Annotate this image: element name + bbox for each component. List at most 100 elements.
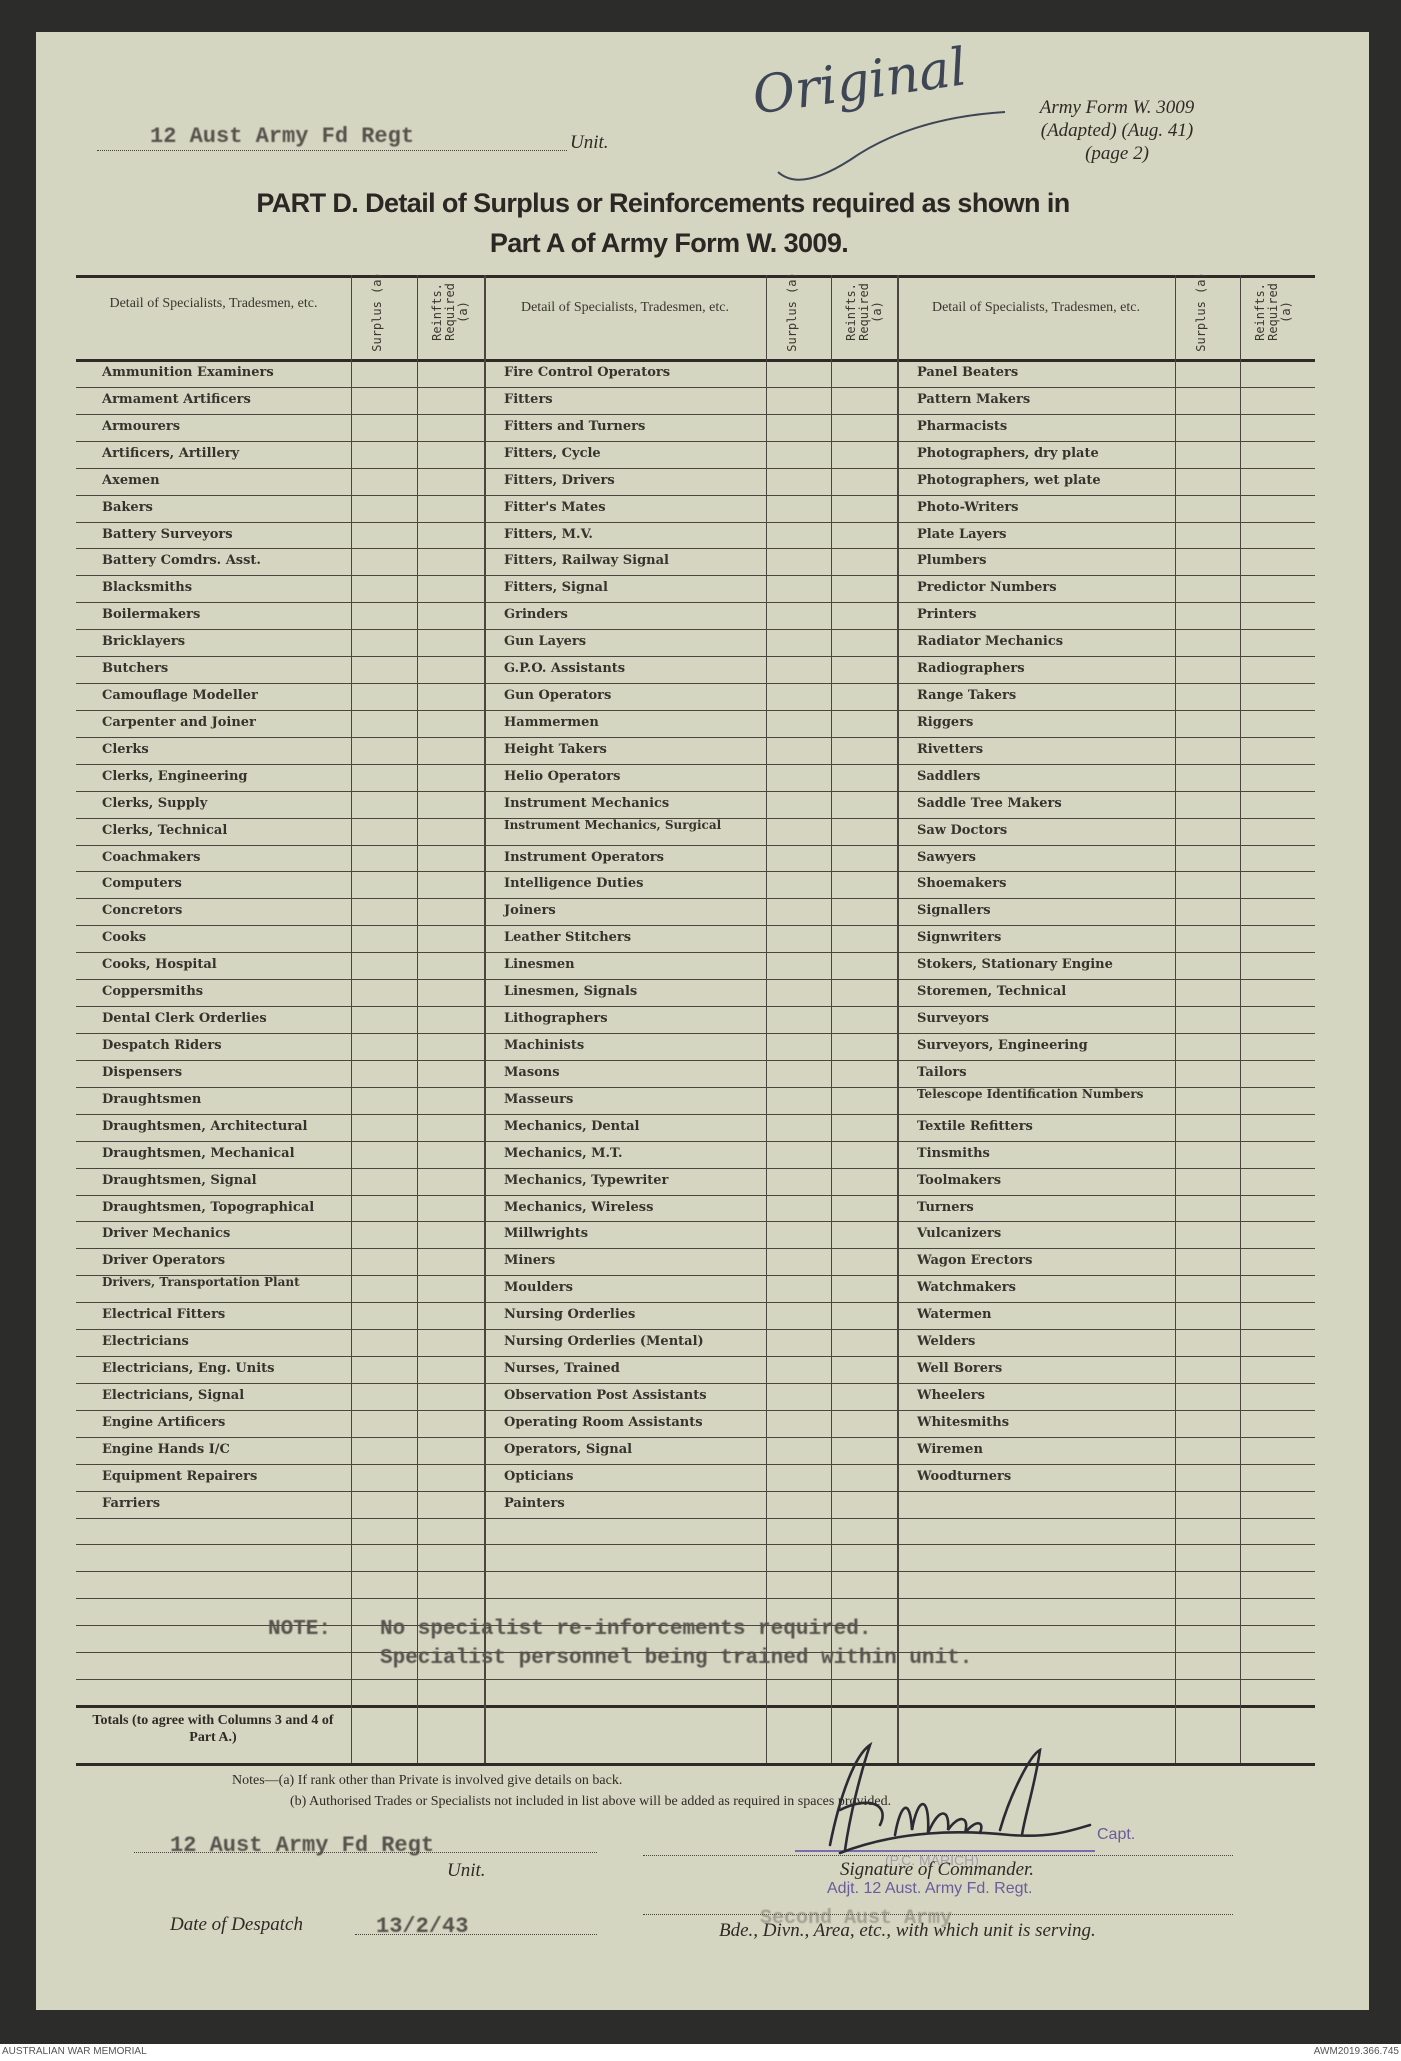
row-divider xyxy=(76,871,1315,872)
form-number: Army Form W. 3009 xyxy=(1039,97,1195,118)
row-divider xyxy=(76,979,1315,980)
trade-label: Miners xyxy=(504,1253,556,1268)
row-divider xyxy=(76,737,1315,738)
row-divider xyxy=(76,1410,1315,1411)
header-reinfts-required: Reinfts. Required (a) xyxy=(430,283,470,341)
trade-label: Fitters and Turners xyxy=(504,419,646,434)
header-detail: Detail of Specialists, Tradesmen, etc. xyxy=(520,300,730,315)
row-divider xyxy=(76,1329,1315,1330)
column-divider xyxy=(766,275,767,1763)
trade-label: Watchmakers xyxy=(917,1280,1016,1295)
row-divider xyxy=(76,683,1315,684)
column-divider xyxy=(484,275,486,1763)
trade-label: Draughtsmen, Architectural xyxy=(102,1119,308,1134)
trade-label: Dental Clerk Orderlies xyxy=(102,1011,267,1026)
header-surplus: Surplus (a) xyxy=(370,272,384,352)
trade-label: Range Takers xyxy=(917,688,1017,703)
trade-label: Observation Post Assistants xyxy=(504,1388,707,1403)
trade-label: Woodturners xyxy=(917,1469,1012,1484)
trade-label: Saw Doctors xyxy=(917,823,1008,838)
row-divider xyxy=(76,818,1315,819)
row-divider xyxy=(76,1518,1315,1519)
row-divider xyxy=(76,548,1315,549)
row-divider xyxy=(76,468,1315,469)
trade-label: Clerks xyxy=(102,742,149,757)
trade-label: Despatch Riders xyxy=(102,1038,222,1053)
trade-label: Masseurs xyxy=(504,1092,574,1107)
appointment-stamp: Adjt. 12 Aust. Army Fd. Regt. xyxy=(827,1880,1033,1897)
trade-label: Linesmen, Signals xyxy=(504,984,638,999)
trade-label: Surveyors xyxy=(917,1011,989,1026)
trade-label: Height Takers xyxy=(504,742,607,757)
trade-label: Whitesmiths xyxy=(917,1415,1010,1430)
column-divider xyxy=(1240,275,1241,1763)
row-divider xyxy=(76,791,1315,792)
trade-label: Fitters xyxy=(504,392,553,407)
trade-label: Battery Comdrs. Asst. xyxy=(102,553,261,568)
trade-label: Radiator Mechanics xyxy=(917,634,1064,649)
unit-value: 12 Aust Army Fd Regt xyxy=(150,124,415,149)
footer-unit-line xyxy=(134,1852,597,1853)
trade-label: Instrument Mechanics xyxy=(504,796,670,811)
trade-label: Opticians xyxy=(504,1469,574,1484)
page-subtitle: Part A of Army Form W. 3009. xyxy=(489,228,849,258)
row-divider xyxy=(76,710,1315,711)
trade-label: Millwrights xyxy=(504,1226,589,1241)
trade-label: Operating Room Assistants xyxy=(504,1415,703,1430)
trade-label: Pattern Makers xyxy=(917,392,1031,407)
footer-unit-value: 12 Aust Army Fd Regt xyxy=(170,1833,435,1858)
trade-label: Draughtsmen, Topographical xyxy=(102,1200,315,1215)
trade-label: Draughtsmen, Signal xyxy=(102,1173,257,1188)
trade-label: Clerks, Engineering xyxy=(102,769,248,784)
row-divider xyxy=(76,441,1315,442)
trade-label: Leather Stitchers xyxy=(504,930,632,945)
trade-label: Storemen, Technical xyxy=(917,984,1067,999)
trade-label: G.P.O. Assistants xyxy=(504,661,626,676)
trade-label: Helio Operators xyxy=(504,769,621,784)
row-divider xyxy=(76,1248,1315,1249)
row-divider xyxy=(76,1141,1315,1142)
trade-label: Intelligence Duties xyxy=(504,876,644,891)
trade-label: Pharmacists xyxy=(917,419,1008,434)
trade-label: Grinders xyxy=(504,607,568,622)
row-divider xyxy=(76,1571,1315,1572)
header-surplus: Surplus (a) xyxy=(1194,272,1208,352)
column-divider xyxy=(351,275,352,1763)
trade-label: Sawyers xyxy=(917,850,976,865)
row-divider xyxy=(76,1006,1315,1007)
trade-label: Fitters, Signal xyxy=(504,580,608,595)
trade-label: Driver Operators xyxy=(102,1253,226,1268)
header-detail: Detail of Specialists, Tradesmen, etc. xyxy=(931,300,1141,315)
form-page-number: (page 2) xyxy=(1085,143,1149,164)
trade-label: Engine Artificers xyxy=(102,1415,226,1430)
trade-label: Electricians, Signal xyxy=(102,1388,245,1403)
row-divider xyxy=(76,1437,1315,1438)
row-divider xyxy=(76,629,1315,630)
header-surplus: Surplus (a) xyxy=(785,272,799,352)
trade-label: Battery Surveyors xyxy=(102,527,233,542)
trade-label: Farriers xyxy=(102,1496,161,1511)
trade-label: Cooks xyxy=(102,930,147,945)
trade-label: Masons xyxy=(504,1065,560,1080)
trade-label: Vulcanizers xyxy=(917,1226,1002,1241)
trade-label: Axemen xyxy=(102,473,160,488)
trade-label: Saddle Tree Makers xyxy=(917,796,1062,811)
trade-label: Saddlers xyxy=(917,769,981,784)
trade-label: Driver Mechanics xyxy=(102,1226,231,1241)
trade-label: Gun Operators xyxy=(504,688,612,703)
trade-label: Fitters, M.V. xyxy=(504,527,593,542)
trade-label: Predictor Numbers xyxy=(917,580,1057,595)
trade-label: Butchers xyxy=(102,661,169,676)
page-title: PART D. Detail of Surplus or Reinforceme… xyxy=(256,188,1070,218)
row-divider xyxy=(76,1356,1315,1357)
formation-line xyxy=(643,1914,1233,1915)
row-divider xyxy=(76,1652,1315,1653)
trade-label: Bricklayers xyxy=(102,634,186,649)
trade-label: Printers xyxy=(917,607,977,622)
trade-label: Draughtsmen, Mechanical xyxy=(102,1146,295,1161)
signature-line xyxy=(643,1855,1233,1856)
trade-label: Telescope Identification Numbers xyxy=(917,1087,1144,1101)
trade-label: Instrument Operators xyxy=(504,850,664,865)
trade-label: Armament Artificers xyxy=(102,392,251,407)
unit-label: Unit. xyxy=(570,132,609,153)
